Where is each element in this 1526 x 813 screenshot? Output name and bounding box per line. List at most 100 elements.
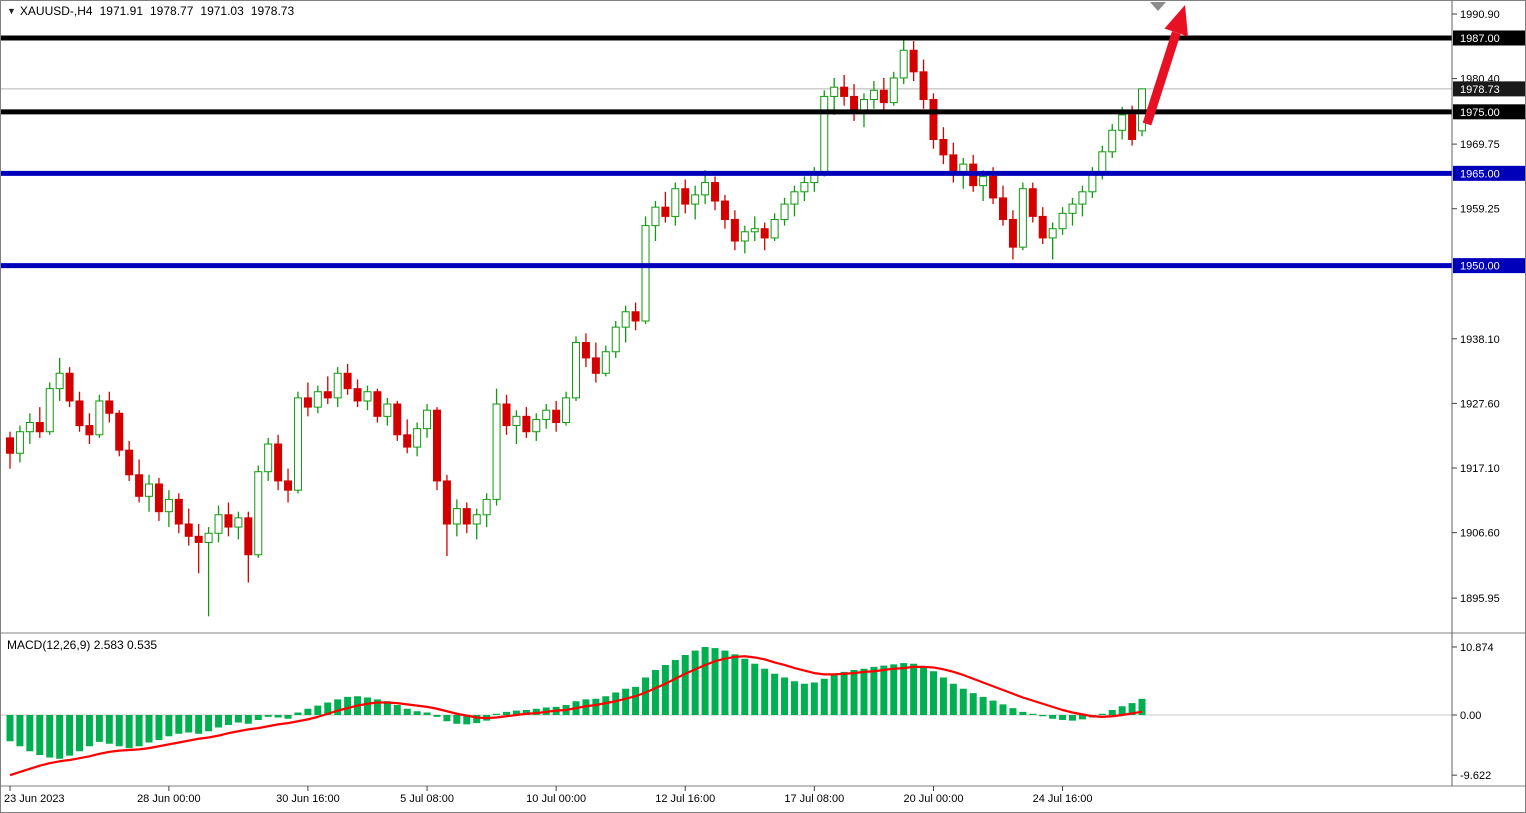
- bull-candle: [472, 514, 481, 525]
- bull-candle: [532, 418, 541, 433]
- bear-candle: [581, 342, 590, 359]
- macd-histogram-bar: [900, 663, 908, 715]
- macd-histogram-bar: [790, 681, 798, 715]
- bear-candle: [1008, 218, 1017, 248]
- macd-histogram-bar: [661, 664, 669, 715]
- macd-histogram-bar: [46, 715, 54, 758]
- macd-signal-line: [9, 655, 1143, 777]
- macd-histogram-bar: [602, 696, 610, 715]
- bear-candle: [1028, 188, 1037, 217]
- bull-candle: [701, 182, 710, 196]
- macd-histogram-bar: [334, 699, 342, 715]
- ohlc-high: 1978.77: [150, 4, 194, 18]
- macd-histogram-bar: [205, 715, 213, 732]
- macd-pane[interactable]: [1, 647, 1452, 777]
- bear-candle: [403, 434, 412, 448]
- bull-candle: [214, 514, 223, 534]
- bear-candle: [879, 89, 888, 104]
- bear-candle: [35, 421, 44, 433]
- bull-candle: [1078, 191, 1087, 205]
- bull-candle: [145, 483, 154, 497]
- symbol-direction-icon: ▼: [7, 6, 16, 16]
- bear-candle: [194, 535, 203, 543]
- bull-candle: [1048, 228, 1057, 239]
- macd-histogram-bar: [274, 715, 282, 718]
- macd-histogram-bar: [681, 654, 689, 715]
- bull-candle: [621, 311, 630, 328]
- macd-histogram-bar: [612, 692, 620, 715]
- ohlc-low: 1971.03: [200, 4, 244, 18]
- macd-histogram-bar: [880, 665, 888, 715]
- bear-candle: [75, 400, 84, 427]
- bull-candle: [869, 89, 878, 101]
- macd-indicator-label: MACD(12,26,9) 2.583 0.535: [7, 638, 158, 652]
- bull-candle: [830, 86, 839, 97]
- bull-candle: [15, 431, 24, 454]
- bull-candle: [234, 517, 243, 528]
- bear-candle: [154, 483, 163, 513]
- macd-histogram-bar: [1059, 715, 1067, 721]
- bull-candle: [333, 372, 342, 399]
- bear-candle: [552, 409, 561, 423]
- bear-candle: [949, 154, 958, 174]
- bull-candle: [313, 391, 322, 408]
- macd-histogram-bar: [314, 705, 322, 715]
- bull-candle: [492, 403, 501, 500]
- macd-histogram-bar: [56, 715, 64, 759]
- macd-histogram-bar: [642, 677, 650, 715]
- bear-candle: [65, 372, 74, 402]
- bear-candle: [244, 517, 253, 556]
- macd-histogram-bar: [165, 715, 173, 737]
- macd-histogram-bar: [363, 697, 371, 715]
- macd-histogram-bar: [632, 686, 640, 715]
- bear-candle: [442, 480, 451, 525]
- bear-candle: [284, 480, 293, 491]
- macd-histogram-bar: [443, 715, 451, 722]
- macd-histogram-bar: [850, 669, 858, 715]
- macd-histogram-bar: [870, 666, 878, 715]
- macd-histogram-bar: [761, 668, 769, 715]
- bear-candle: [274, 443, 283, 482]
- bear-candle: [840, 86, 849, 97]
- macd-histogram-bar: [115, 715, 123, 747]
- macd-tick-label: -9.622: [1460, 770, 1491, 782]
- macd-histogram-bar: [622, 688, 630, 715]
- bull-candle: [1068, 203, 1077, 214]
- bear-candle: [989, 175, 998, 199]
- macd-histogram-bar: [135, 715, 143, 747]
- macd-histogram-bar: [145, 715, 153, 743]
- bull-candle: [611, 326, 620, 353]
- price-level-badge: [1453, 81, 1525, 97]
- bear-candle: [224, 514, 233, 528]
- time-tick-label: 10 Jul 00:00: [526, 793, 586, 805]
- bull-candle: [889, 77, 898, 104]
- bear-candle: [105, 400, 114, 414]
- time-tick-label: 30 Jun 16:00: [276, 793, 340, 805]
- macd-histogram-bar: [999, 704, 1007, 715]
- macd-histogram-bar: [413, 711, 421, 715]
- price-badge-label: 1975.00: [1460, 107, 1500, 119]
- macd-histogram-bar: [175, 715, 183, 734]
- macd-histogram-bar: [731, 654, 739, 715]
- bull-candle: [164, 498, 173, 513]
- bull-candle: [899, 49, 908, 79]
- macd-histogram-bar: [721, 650, 729, 715]
- bull-candle: [651, 206, 660, 227]
- bull-candle: [383, 403, 392, 417]
- bull-candle: [1118, 114, 1127, 131]
- time-axis[interactable]: 23 Jun 2023 28 Jun 00:00 30 Jun 16:00 5 Jul…: [4, 786, 1093, 805]
- bear-candle: [631, 311, 640, 322]
- bull-candle: [780, 203, 789, 220]
- macd-histogram-bar: [969, 693, 977, 715]
- price-axis[interactable]: 1990.901980.401969.751959.251938.101927.…: [1452, 9, 1525, 782]
- price-pane[interactable]: [1, 35, 1452, 617]
- bull-candle: [671, 188, 680, 217]
- macd-histogram-bar: [800, 683, 808, 715]
- bear-candle: [1128, 114, 1137, 141]
- bear-candle: [502, 403, 511, 427]
- price-tick-label: 1895.95: [1460, 593, 1500, 605]
- up-trend-arrow[interactable]: [1142, 5, 1188, 126]
- bear-candle: [591, 357, 600, 374]
- bear-candle: [711, 182, 720, 202]
